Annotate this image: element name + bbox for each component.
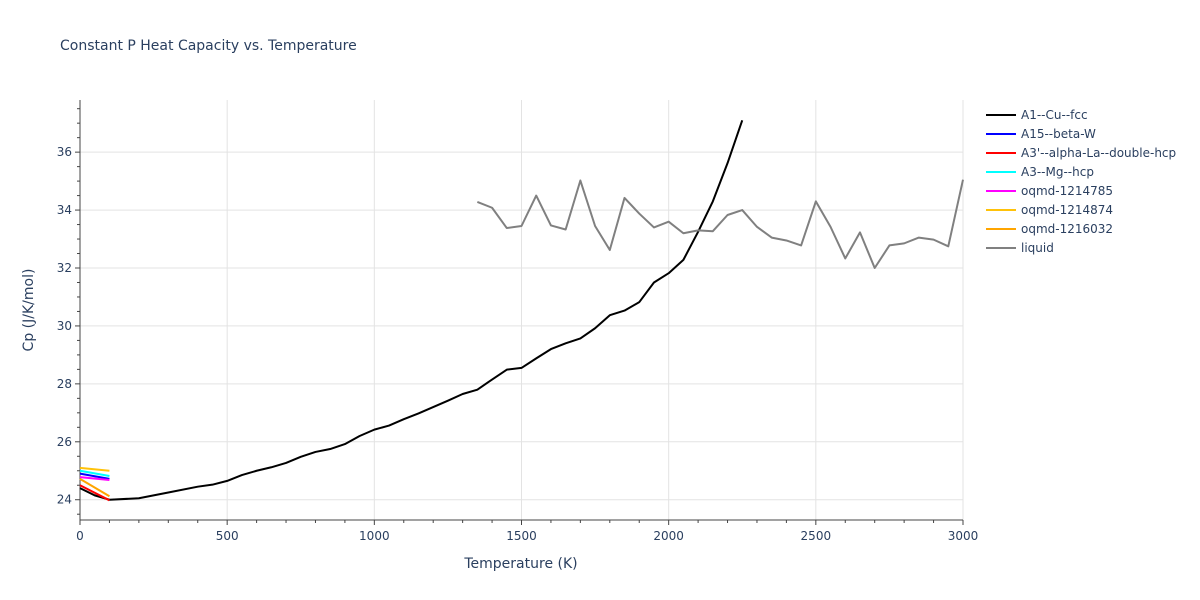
y-tick-label: 28 xyxy=(57,377,72,391)
chart-title: Constant P Heat Capacity vs. Temperature xyxy=(60,38,357,54)
x-tick-label: 2500 xyxy=(801,529,832,543)
legend-item[interactable]: A15--beta-W xyxy=(986,127,1096,141)
legend-label: liquid xyxy=(1021,241,1054,255)
y-tick-label: 36 xyxy=(57,145,72,159)
legend-item[interactable]: A1--Cu--fcc xyxy=(986,108,1088,122)
legend-item[interactable]: oqmd-1214874 xyxy=(986,203,1113,217)
legend-item[interactable]: A3'--alpha-La--double-hcp xyxy=(986,146,1176,160)
legend-label: oqmd-1214785 xyxy=(1021,184,1113,198)
series-line-a3-alpha-la-double-hcp xyxy=(79,484,110,502)
legend-label: A1--Cu--fcc xyxy=(1021,108,1088,122)
legend-item[interactable]: oqmd-1214785 xyxy=(986,184,1113,198)
legend[interactable]: A1--Cu--fcc A15--beta-W A3'--alpha-La--dou… xyxy=(986,108,1176,255)
axes-layer: 0 500 1000 1500 2000 2500 3000 24 26 28 30 32 34 36 xyxy=(57,100,979,543)
legend-label: A15--beta-W xyxy=(1021,127,1096,141)
legend-item[interactable]: liquid xyxy=(986,241,1054,255)
x-tick-label: 1000 xyxy=(359,529,390,543)
series-layer xyxy=(79,119,964,502)
series-line-oqmd-1216032 xyxy=(79,478,110,498)
x-tick-label: 3000 xyxy=(948,529,979,543)
y-tick-label: 34 xyxy=(57,203,72,217)
x-axis-title: Temperature (K) xyxy=(463,556,577,572)
y-axis-title: Cp (J/K/mol) xyxy=(21,269,37,352)
y-tick-label: 26 xyxy=(57,435,72,449)
grid-layer xyxy=(80,100,964,520)
y-tick-label: 32 xyxy=(57,261,72,275)
y-tick-label: 30 xyxy=(57,319,72,333)
series-line-liquid xyxy=(476,179,964,269)
x-tick-label: 500 xyxy=(216,529,239,543)
legend-item[interactable]: oqmd-1216032 xyxy=(986,222,1113,236)
x-tick-label: 1500 xyxy=(506,529,537,543)
legend-label: A3--Mg--hcp xyxy=(1021,165,1094,179)
series-line-a3-mg-hcp xyxy=(79,469,110,477)
legend-item[interactable]: A3--Mg--hcp xyxy=(986,165,1094,179)
series-line-a15-beta-w xyxy=(79,472,110,480)
x-tick-label: 0 xyxy=(76,529,84,543)
series-line-oqmd-1214785 xyxy=(79,476,110,482)
legend-label: oqmd-1214874 xyxy=(1021,203,1113,217)
legend-label: oqmd-1216032 xyxy=(1021,222,1113,236)
series-line-a1-cu-fcc xyxy=(79,119,744,501)
y-tick-label: 24 xyxy=(57,493,72,507)
x-tick-label: 2000 xyxy=(653,529,684,543)
legend-label: A3'--alpha-La--double-hcp xyxy=(1021,146,1176,160)
series-line-oqmd-1214874 xyxy=(79,466,110,472)
